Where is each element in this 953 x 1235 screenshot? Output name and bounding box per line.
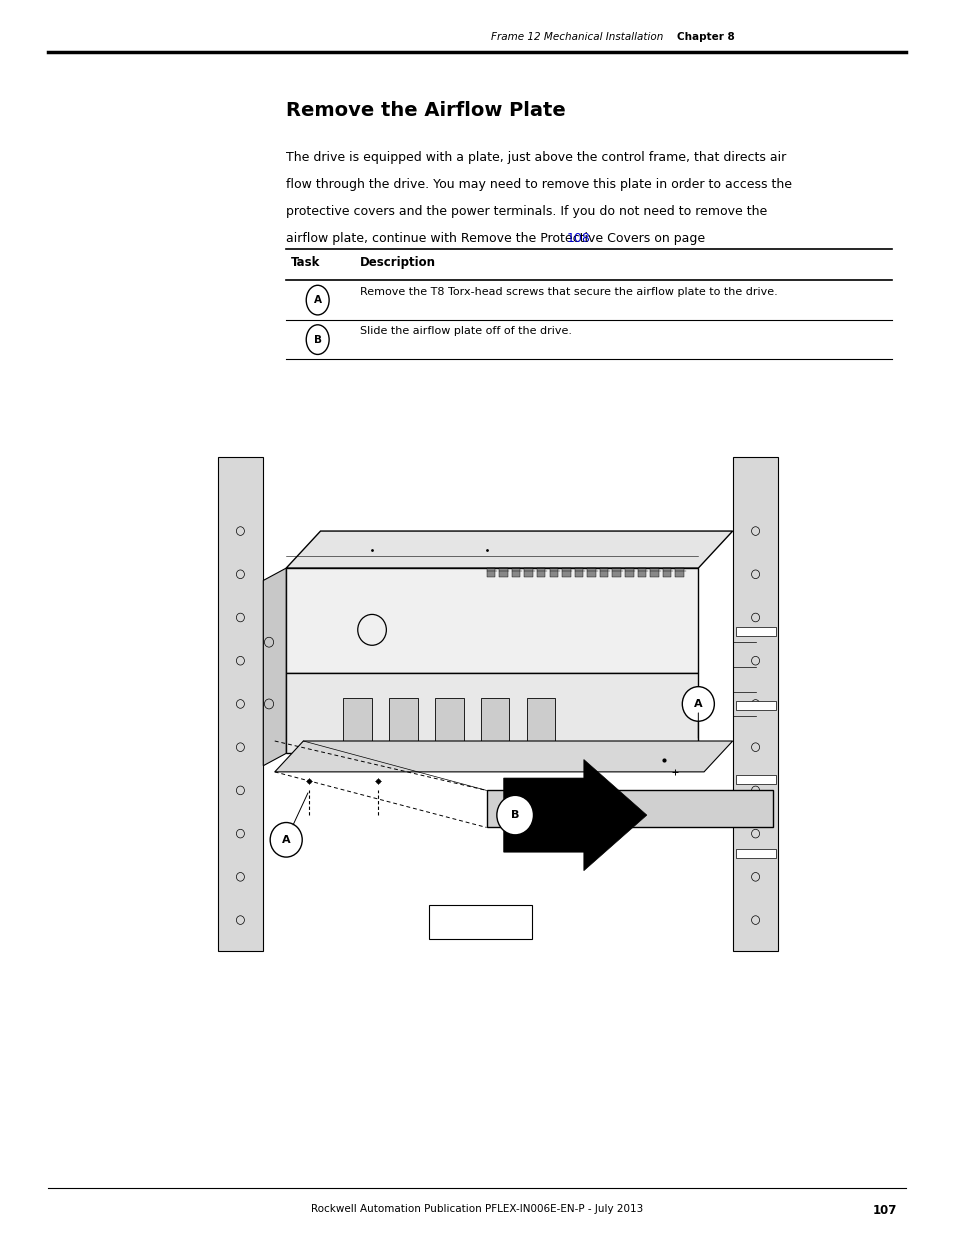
Polygon shape: [263, 568, 286, 766]
Bar: [612, 568, 620, 578]
Bar: [574, 568, 582, 578]
Polygon shape: [526, 698, 555, 747]
Text: protective covers and the power terminals. If you do not need to remove the: protective covers and the power terminal…: [286, 205, 766, 219]
Polygon shape: [732, 457, 778, 951]
Bar: [537, 568, 545, 578]
Polygon shape: [343, 698, 372, 747]
Text: A: A: [314, 295, 321, 305]
Text: Description: Description: [359, 256, 436, 269]
Polygon shape: [286, 568, 698, 673]
Bar: [498, 568, 507, 578]
Polygon shape: [503, 760, 646, 871]
Text: Task: Task: [291, 256, 320, 269]
Bar: [735, 701, 775, 710]
Text: Chapter 8: Chapter 8: [677, 32, 735, 42]
Bar: [637, 568, 645, 578]
Circle shape: [497, 795, 533, 835]
Bar: [624, 568, 633, 578]
Bar: [650, 568, 659, 578]
Bar: [599, 568, 608, 578]
Bar: [561, 568, 570, 578]
Text: Slide the airflow plate off of the drive.: Slide the airflow plate off of the drive…: [359, 326, 571, 336]
Text: B: B: [511, 810, 518, 820]
Text: A: A: [693, 699, 702, 709]
Circle shape: [270, 823, 302, 857]
Polygon shape: [480, 698, 509, 747]
Polygon shape: [274, 741, 732, 772]
Text: Frame 12 Mechanical Installation: Frame 12 Mechanical Installation: [490, 32, 662, 42]
Polygon shape: [389, 698, 417, 747]
Bar: [735, 776, 775, 784]
Circle shape: [681, 687, 714, 721]
Bar: [587, 568, 596, 578]
Bar: [662, 568, 671, 578]
Text: airflow plate, continue with Remove the Protective Covers on page: airflow plate, continue with Remove the …: [286, 232, 709, 246]
Bar: [675, 568, 683, 578]
Text: A: A: [281, 835, 291, 845]
Bar: [735, 850, 775, 858]
Text: flow through the drive. You may need to remove this plate in order to access the: flow through the drive. You may need to …: [286, 178, 791, 191]
Polygon shape: [435, 698, 463, 747]
Polygon shape: [286, 673, 698, 753]
Polygon shape: [486, 790, 772, 827]
Polygon shape: [286, 531, 732, 568]
Text: Remove the Airflow Plate: Remove the Airflow Plate: [286, 101, 565, 120]
Bar: [486, 568, 495, 578]
Text: B: B: [314, 335, 321, 345]
Bar: [735, 627, 775, 636]
Text: Rockwell Automation Publication PFLEX-IN006E-EN-P - July 2013: Rockwell Automation Publication PFLEX-IN…: [311, 1204, 642, 1214]
Bar: [511, 568, 519, 578]
Text: The drive is equipped with a plate, just above the control frame, that directs a: The drive is equipped with a plate, just…: [286, 151, 785, 164]
Text: Remove the T8 Torx-head screws that secure the airflow plate to the drive.: Remove the T8 Torx-head screws that secu…: [359, 287, 777, 296]
Bar: [429, 904, 532, 939]
Text: 107: 107: [871, 1204, 896, 1218]
Text: .: .: [584, 232, 588, 246]
Bar: [549, 568, 558, 578]
Text: 108: 108: [566, 232, 590, 246]
Polygon shape: [217, 457, 263, 951]
Bar: [524, 568, 533, 578]
